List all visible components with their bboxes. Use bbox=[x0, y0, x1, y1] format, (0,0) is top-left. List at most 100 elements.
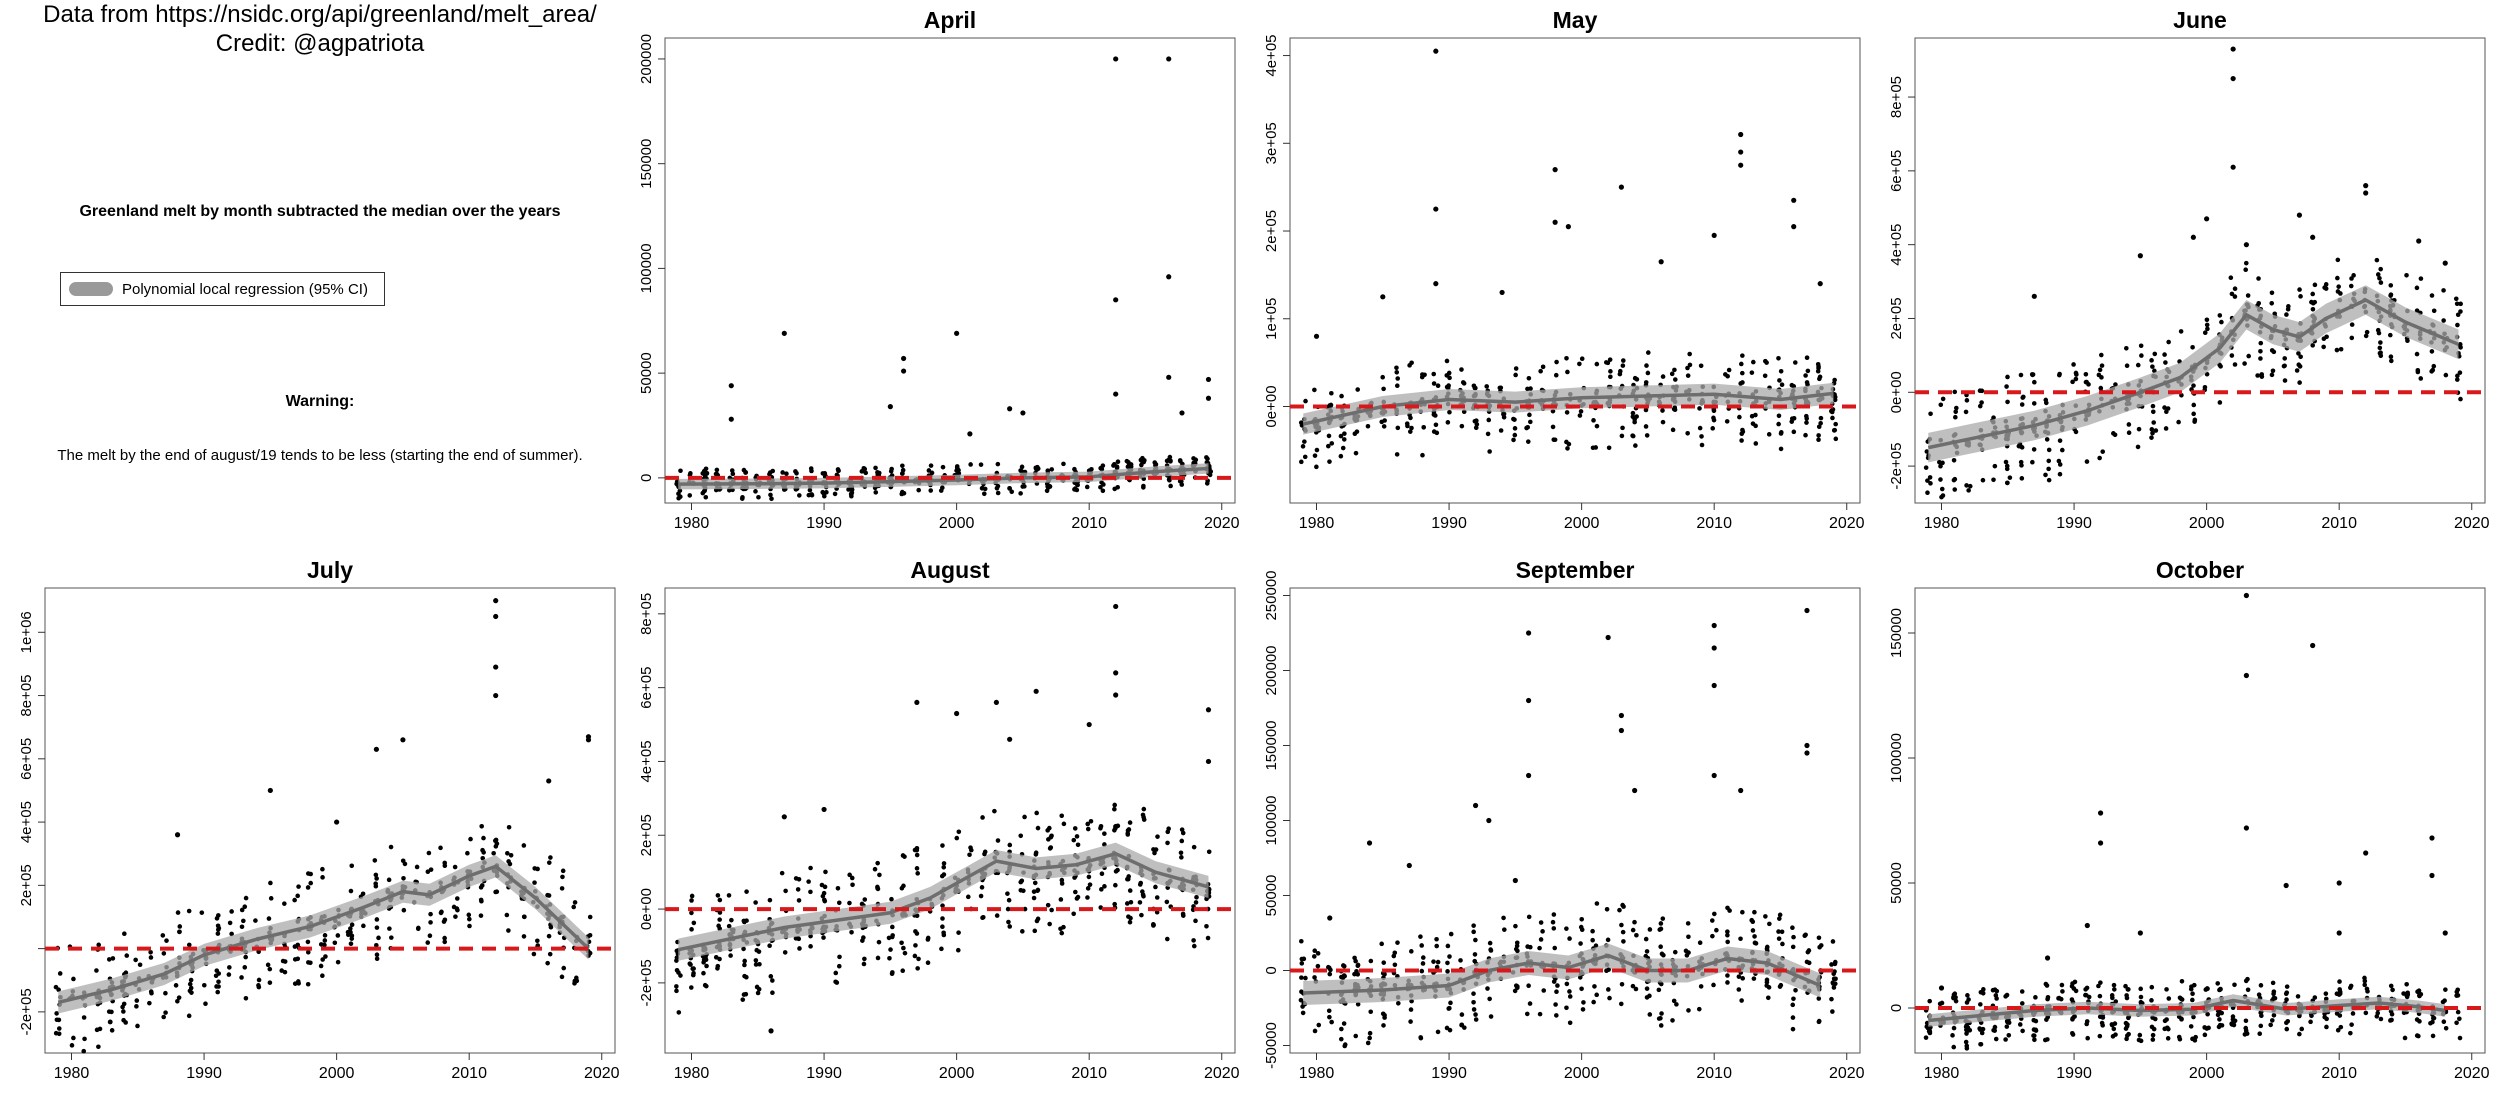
data-point bbox=[2272, 311, 2278, 317]
data-point bbox=[1312, 453, 1318, 458]
data-point bbox=[335, 933, 341, 938]
data-point bbox=[1300, 1010, 1306, 1016]
data-point bbox=[1686, 950, 1691, 955]
data-point bbox=[2269, 300, 2275, 306]
data-point bbox=[175, 998, 180, 1004]
data-point bbox=[1342, 973, 1347, 979]
data-point bbox=[229, 931, 234, 937]
data-point bbox=[2310, 343, 2316, 348]
data-point bbox=[900, 467, 906, 473]
x-tick-label: 1980 bbox=[674, 515, 710, 532]
data-point bbox=[1978, 1002, 1983, 1007]
data-point bbox=[820, 489, 825, 495]
data-point bbox=[2032, 1037, 2037, 1043]
data-point bbox=[1381, 1023, 1386, 1028]
data-point bbox=[1551, 926, 1557, 931]
data-point bbox=[1459, 367, 1464, 372]
data-point bbox=[753, 489, 758, 494]
outlier-point bbox=[1552, 167, 1558, 173]
data-point bbox=[1621, 358, 1626, 363]
outlier-point bbox=[2243, 592, 2249, 599]
data-point bbox=[1645, 350, 1651, 355]
data-point bbox=[1166, 826, 1171, 832]
data-point bbox=[2203, 987, 2209, 992]
data-point bbox=[493, 838, 498, 843]
data-point bbox=[1312, 387, 1317, 393]
data-point bbox=[2164, 987, 2169, 992]
data-point bbox=[2124, 1023, 2130, 1029]
outlier-point bbox=[2442, 260, 2448, 266]
data-point bbox=[239, 975, 244, 980]
data-point bbox=[2059, 982, 2065, 988]
data-point bbox=[2113, 1032, 2118, 1037]
data-point bbox=[466, 912, 472, 918]
credit-line: Credit: @agpatriota bbox=[215, 30, 425, 57]
data-point bbox=[1528, 419, 1533, 425]
data-point bbox=[1513, 372, 1518, 378]
data-point bbox=[1382, 971, 1387, 977]
data-point bbox=[531, 951, 537, 957]
data-point bbox=[1643, 936, 1649, 942]
outlier-point bbox=[1711, 682, 1717, 689]
data-point bbox=[2006, 1033, 2012, 1038]
data-point bbox=[322, 933, 328, 938]
data-point bbox=[478, 913, 484, 918]
data-point bbox=[2030, 459, 2035, 465]
data-point bbox=[2309, 1013, 2314, 1019]
data-point bbox=[1459, 1022, 1465, 1028]
data-point bbox=[1752, 909, 1757, 915]
data-point bbox=[1448, 1000, 1453, 1006]
data-point bbox=[2165, 1036, 2171, 1041]
data-point bbox=[995, 461, 1001, 467]
data-point bbox=[890, 970, 895, 975]
data-point bbox=[123, 1020, 128, 1025]
data-point bbox=[2441, 288, 2446, 293]
data-point bbox=[793, 876, 799, 881]
plot-frame bbox=[1289, 37, 1861, 504]
data-point bbox=[2188, 1024, 2194, 1029]
data-point bbox=[1564, 981, 1570, 987]
data-point bbox=[1498, 385, 1504, 391]
data-point bbox=[1085, 895, 1090, 900]
data-point bbox=[1458, 958, 1463, 963]
data-point bbox=[2378, 340, 2383, 345]
data-point bbox=[2310, 291, 2316, 297]
data-point bbox=[243, 895, 249, 901]
data-point bbox=[199, 910, 205, 915]
data-point bbox=[1979, 388, 1985, 394]
data-point bbox=[1164, 899, 1170, 905]
data-point bbox=[1327, 1014, 1332, 1020]
y-tick-label: 1e+06 bbox=[18, 611, 35, 653]
data-point bbox=[2043, 397, 2049, 403]
data-point bbox=[741, 992, 747, 997]
data-point bbox=[2377, 275, 2382, 281]
data-point bbox=[2375, 272, 2381, 277]
data-point bbox=[2453, 296, 2459, 302]
data-point bbox=[2217, 1017, 2222, 1022]
data-point bbox=[769, 496, 774, 502]
y-tick-label: 0e+00 bbox=[638, 888, 655, 930]
data-point bbox=[1488, 948, 1494, 953]
data-point bbox=[1831, 985, 1837, 990]
data-point bbox=[134, 1004, 139, 1009]
data-point bbox=[2364, 986, 2370, 992]
data-point bbox=[941, 930, 946, 936]
data-point bbox=[2018, 372, 2024, 378]
data-point bbox=[1099, 480, 1104, 485]
data-point bbox=[1487, 449, 1492, 454]
data-point bbox=[2004, 1024, 2010, 1029]
chart-title: July bbox=[307, 557, 353, 583]
data-point bbox=[1952, 487, 1958, 492]
data-point bbox=[700, 471, 706, 476]
data-point bbox=[478, 885, 484, 890]
data-point bbox=[1299, 423, 1305, 428]
data-point bbox=[1049, 467, 1055, 472]
y-tick-label: 0e+00 bbox=[1888, 371, 1905, 413]
data-point bbox=[717, 897, 723, 903]
outlier-point bbox=[2243, 672, 2249, 679]
data-point bbox=[767, 943, 772, 949]
smooth-line bbox=[678, 466, 1209, 486]
data-point bbox=[2046, 447, 2052, 453]
data-point bbox=[833, 970, 839, 976]
data-point bbox=[940, 916, 945, 921]
